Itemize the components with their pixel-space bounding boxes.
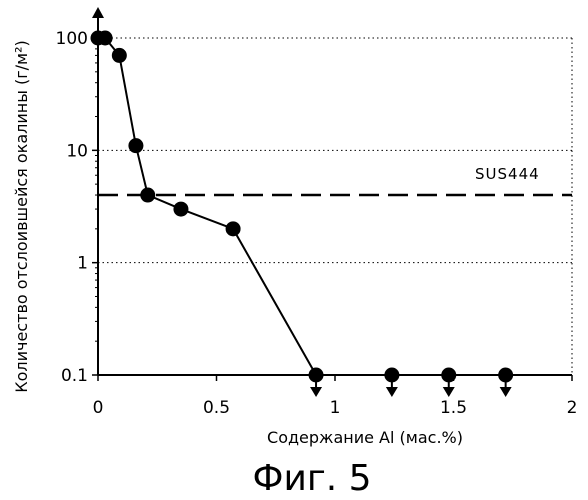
data-point (140, 188, 155, 203)
data-line (98, 38, 506, 375)
y-tick-label-0.1: 0.1 (61, 366, 88, 386)
limit-arrows (92, 7, 512, 397)
up-arrow-head (92, 7, 104, 18)
x-tick-label-0: 0 (93, 398, 104, 418)
y-tick-label-100: 100 (56, 29, 88, 49)
y-tick-label-1: 1 (77, 254, 88, 274)
down-arrow-head (443, 387, 455, 397)
down-arrow-head (500, 387, 512, 397)
x-tick-label-0.5: 0.5 (203, 398, 230, 418)
data-point (226, 221, 241, 236)
series-0-line (98, 38, 506, 375)
data-point (98, 31, 113, 46)
reference-line-label: SUS444 (475, 165, 540, 183)
down-arrow-head (310, 387, 322, 397)
y-axis-title: Количество отслоившейся окалины (г/м²) (12, 40, 31, 392)
x-tick-label-2: 2 (567, 398, 578, 418)
data-point (173, 202, 188, 217)
tick-labels: 0.1 1 10 100 0 0.5 1 1.5 2 (56, 29, 578, 418)
y-tick-label-10: 10 (66, 141, 88, 161)
figure-caption: Фиг. 5 (252, 458, 371, 499)
data-point (128, 138, 143, 153)
x-axis-title: Содержание Al (мас.%) (267, 428, 463, 447)
down-arrow-head (386, 387, 398, 397)
x-tick-label-1: 1 (330, 398, 341, 418)
x-tick-label-1.5: 1.5 (440, 398, 467, 418)
data-points (91, 31, 514, 383)
data-point (112, 48, 127, 63)
